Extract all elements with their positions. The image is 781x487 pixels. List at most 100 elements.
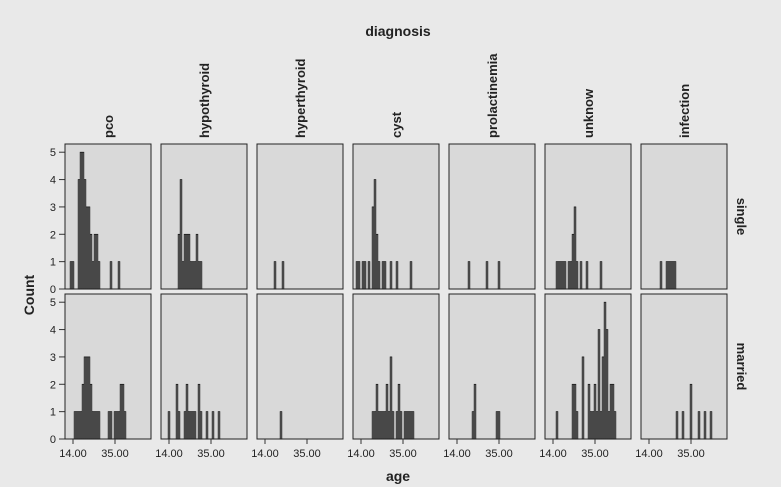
bar (217, 411, 221, 440)
x-tick-label: 14.00 (347, 448, 375, 460)
y-tick-label: 0 (50, 434, 56, 446)
bar (383, 261, 387, 290)
bar (601, 356, 605, 440)
column-header-pco: pco (101, 115, 116, 138)
bar (191, 261, 195, 290)
bar (93, 233, 97, 290)
bar (187, 233, 191, 290)
x-tick-label: 35.00 (197, 448, 225, 460)
bar (613, 411, 617, 440)
x-tick-label: 35.00 (581, 448, 609, 460)
bar (181, 261, 185, 290)
x-tick-label: 35.00 (101, 448, 129, 460)
x-tick-label: 14.00 (635, 448, 663, 460)
bar (381, 411, 385, 440)
panel-single-hyperthyroid (256, 143, 344, 290)
bar (387, 411, 391, 440)
bar (471, 411, 475, 440)
bar (97, 261, 101, 290)
bar (603, 301, 607, 440)
bar (187, 411, 191, 440)
bar (87, 206, 91, 290)
bar (659, 261, 663, 290)
y-tick-label: 5 (50, 147, 56, 159)
column-header-unknow: unknow (581, 88, 596, 138)
bar (279, 411, 283, 440)
bar (83, 179, 87, 290)
bar (117, 261, 121, 290)
bar (575, 411, 579, 440)
bar (113, 411, 117, 440)
x-tick-label: 35.00 (293, 448, 321, 460)
x-axis-label: age (386, 468, 410, 484)
bar (73, 411, 77, 440)
bar (555, 261, 559, 290)
x-tick-label: 14.00 (59, 448, 87, 460)
bar (117, 411, 121, 440)
bar (355, 261, 359, 290)
bar (697, 411, 701, 440)
column-header-prolactinemia: prolactinemia (485, 53, 500, 138)
bar (571, 383, 575, 440)
bar (495, 411, 499, 440)
bar (109, 261, 113, 290)
bar (673, 261, 677, 290)
bar (89, 383, 93, 440)
row-variable-label: marital (778, 270, 781, 309)
bar (95, 411, 99, 440)
bar (573, 383, 577, 440)
row-label-single: single (734, 198, 749, 236)
bar (569, 261, 573, 290)
bar (175, 383, 179, 440)
bar (667, 261, 671, 290)
bar (109, 411, 113, 440)
bar (97, 411, 101, 440)
column-header-hyperthyroid: hyperthyroid (293, 58, 308, 138)
bar (383, 411, 387, 440)
bar (177, 233, 181, 290)
column-header-hypothyroid: hypothyroid (197, 63, 212, 138)
bar (119, 383, 123, 440)
bar (205, 411, 209, 440)
bar (199, 261, 203, 290)
bar (407, 411, 411, 440)
bar (395, 261, 399, 290)
y-tick-label: 3 (50, 352, 56, 364)
bar (411, 411, 415, 440)
bar (391, 411, 395, 440)
bar (77, 179, 81, 290)
bar (581, 356, 585, 440)
bar (189, 411, 193, 440)
bar (561, 261, 565, 290)
x-tick-label: 14.00 (251, 448, 279, 460)
bar (199, 411, 203, 440)
bar (77, 411, 81, 440)
bar (361, 261, 365, 290)
bar (115, 411, 119, 440)
bar (185, 233, 189, 290)
column-header-infection: infection (677, 84, 692, 138)
panel-single-hypothyroid (160, 143, 248, 290)
bar (403, 411, 407, 440)
bar (85, 206, 89, 290)
bar (671, 261, 675, 290)
bar (611, 383, 615, 440)
bar (385, 383, 389, 440)
bar (81, 383, 85, 440)
y-tick-label: 2 (50, 229, 56, 241)
bar (703, 411, 707, 440)
bar (409, 411, 413, 440)
bar (597, 329, 601, 440)
bar (87, 356, 91, 440)
bar (575, 261, 579, 290)
bar (191, 411, 195, 440)
bar (177, 411, 181, 440)
bar (91, 411, 95, 440)
x-tick-label: 35.00 (677, 448, 705, 460)
bar (107, 411, 111, 440)
x-tick-label: 14.00 (443, 448, 471, 460)
bar (121, 383, 125, 440)
row-label-married: married (734, 343, 749, 391)
bar (377, 411, 381, 440)
bar (363, 261, 367, 290)
